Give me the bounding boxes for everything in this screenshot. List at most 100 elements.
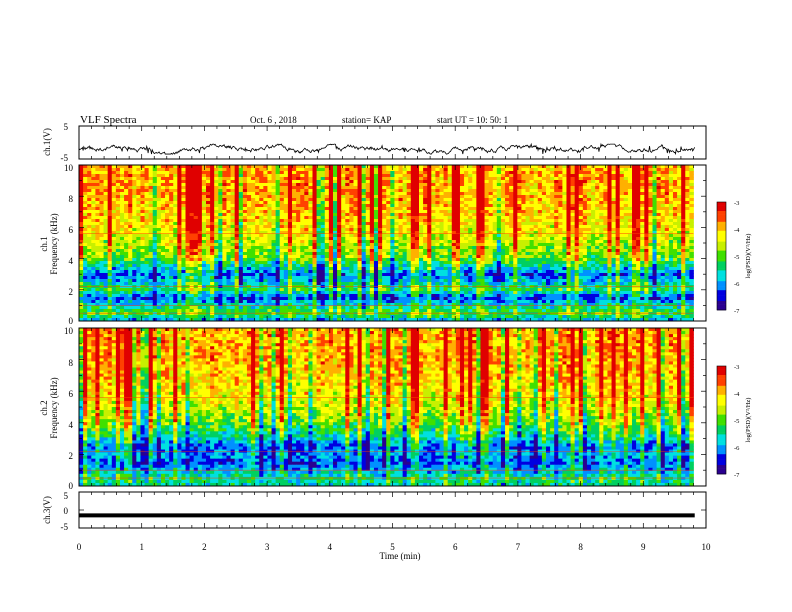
ch1-spec-cell — [595, 249, 600, 253]
ch1-spec-cell — [472, 258, 477, 262]
ch1-spec-cell — [636, 258, 641, 262]
ch1-spec-cell — [259, 198, 264, 202]
ch1-spec-cell — [435, 249, 440, 253]
ch1-spec-cell — [566, 195, 571, 199]
ch1-spec-cell — [447, 231, 453, 235]
ch1-spec-cell — [386, 219, 391, 223]
ch1-spec-cell — [128, 186, 133, 190]
ch1-spec-cell — [558, 234, 563, 238]
ch1-spec-cell — [132, 255, 137, 259]
ch1-spec-cell — [419, 177, 424, 181]
ch1-spec-cell — [578, 180, 584, 184]
ch1-spec-cell — [410, 240, 416, 244]
ch1-spec-cell — [419, 252, 424, 256]
ch1-spec-cell — [582, 195, 588, 199]
ch1-spec-cell — [296, 252, 301, 256]
ch1-spec-cell — [533, 192, 539, 196]
ch1-spec-cell — [550, 186, 555, 190]
ch1-spec-cell — [550, 240, 555, 244]
ch1-spec-cell — [267, 234, 272, 238]
ch1-spec-cell — [644, 198, 649, 202]
ch1-spec-cell — [566, 234, 571, 238]
ch1-spec-cell — [656, 240, 662, 244]
ch1-spec-cell — [459, 171, 465, 175]
ch1-spec-cell — [611, 219, 617, 223]
ch1-spec-cell — [95, 213, 100, 217]
ch1-spec-cell — [218, 198, 223, 202]
ch1-spec-cell — [193, 204, 199, 208]
ch1-spec-cell — [156, 213, 162, 217]
ch1-spec-cell — [300, 183, 305, 187]
ch1-spec-cell — [476, 225, 481, 229]
ch1-spec-cell — [689, 192, 694, 196]
ch1-spec-cell — [165, 177, 170, 181]
ch1-spec-cell — [472, 180, 477, 184]
ch1-spec-cell — [95, 246, 100, 250]
ch1-spec-cell — [246, 249, 252, 253]
ch1-spec-cell — [431, 246, 436, 250]
ch1-spec-cell — [238, 192, 244, 196]
ch1-spec-cell — [382, 186, 387, 190]
ch1-spec-cell — [464, 237, 469, 241]
ch1-spec-cell — [574, 213, 580, 217]
ch1-spec-cell — [656, 186, 662, 190]
ch1-spec-cell — [505, 219, 510, 223]
ch1-spec-cell — [345, 180, 350, 184]
ch1-spec-cell — [586, 207, 592, 211]
ch1-spec-cell — [365, 243, 371, 247]
ch1-spec-cell — [423, 183, 428, 187]
ch1-spec-cell — [259, 183, 264, 187]
ch1-spec-cell — [230, 261, 236, 265]
ch1-spec-cell — [140, 189, 145, 193]
ch1-spec-cell — [341, 198, 346, 202]
ch1-spec-cell — [341, 189, 346, 193]
ch1-spec-cell — [201, 183, 207, 187]
ch1-spec-cell — [545, 237, 551, 241]
ch1-spec-cell — [505, 195, 510, 199]
ch1-spec-cell — [279, 249, 285, 253]
ch1-spec-cell — [119, 240, 125, 244]
ch1-spec-cell — [537, 177, 543, 181]
ch1-spec-cell — [296, 243, 301, 247]
ch1-spec-cell — [324, 228, 330, 232]
ch1-spec-cell — [263, 204, 268, 208]
ch1-spec-cell — [525, 180, 531, 184]
ch1-spec-cell — [677, 192, 682, 196]
ch1-spec-cell — [169, 234, 174, 238]
ch1-spec-cell — [222, 174, 227, 178]
ch1-spec-cell — [652, 222, 657, 226]
ch1-spec-cell — [99, 255, 104, 259]
ch1-spec-cell — [644, 207, 649, 211]
ch1-spec-cell — [595, 219, 600, 223]
ch1-spec-cell — [664, 234, 670, 238]
ch1-spec-cell — [140, 213, 145, 217]
ch1-spec-cell — [685, 171, 690, 175]
ch1-spec-cell — [484, 183, 490, 187]
ch1-spec-cell — [574, 204, 580, 208]
ch1-spec-cell — [455, 198, 461, 202]
ch1-spec-cell — [623, 258, 629, 262]
ch1-spec-cell — [644, 258, 649, 262]
ch1-spec-cell — [345, 234, 350, 238]
ch1-spec-cell — [636, 234, 641, 238]
ch1-spec-cell — [529, 228, 535, 232]
ch1-spec-cell — [382, 171, 387, 175]
ch1-spec-cell — [390, 216, 395, 220]
ch1-spec-cell — [459, 243, 465, 247]
ch1-spec-cell — [111, 225, 117, 229]
ch1-spec-cell — [119, 204, 125, 208]
ch1-spec-cell — [586, 216, 592, 220]
ch1-spec-cell — [124, 258, 129, 262]
ch1-spec-cell — [521, 207, 526, 211]
ch1-spec-cell — [660, 195, 666, 199]
ch1-spec-cell — [586, 246, 592, 250]
ch1-spec-cell — [480, 225, 485, 229]
ch1-spec-cell — [689, 219, 694, 223]
ch1-spec-cell — [545, 195, 551, 199]
ch1-spec-cell — [632, 246, 637, 250]
ch1-spec-cell — [111, 216, 117, 220]
ch1-spec-cell — [623, 168, 629, 172]
ch1-spec-cell — [455, 222, 461, 226]
ch1-spec-cell — [357, 201, 363, 205]
ch1-spec-cell — [623, 198, 629, 202]
